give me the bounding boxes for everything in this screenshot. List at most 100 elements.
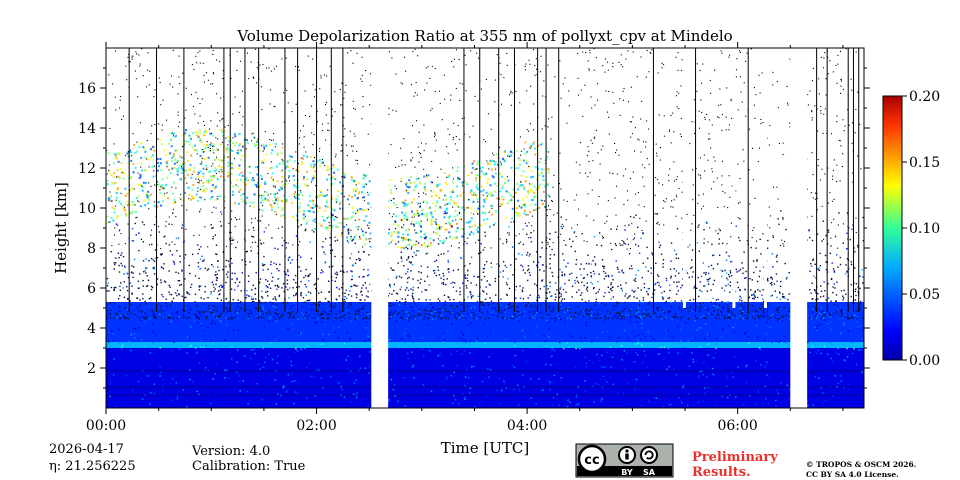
signal-pixel xyxy=(150,234,152,237)
signal-pixel xyxy=(661,295,664,298)
aerosol-pixel xyxy=(203,346,205,348)
signal-pixel xyxy=(762,298,764,300)
signal-pixel xyxy=(488,283,490,285)
cirrus-pixel xyxy=(343,217,346,220)
signal-pixel xyxy=(321,312,323,315)
signal-pixel xyxy=(855,310,857,312)
aerosol-pixel xyxy=(693,363,696,366)
aerosol-pixel xyxy=(585,315,588,317)
aerosol-pixel xyxy=(308,362,311,364)
signal-pixel xyxy=(354,284,356,287)
cirrus-pixel xyxy=(212,176,215,179)
aerosol-pixel xyxy=(393,372,396,374)
signal-pixel xyxy=(563,259,565,261)
aerosol-pixel xyxy=(355,396,358,399)
aerosol-pixel xyxy=(826,323,828,326)
cirrus-pixel xyxy=(470,189,473,192)
signal-pixel xyxy=(176,249,178,252)
signal-pixel xyxy=(162,310,164,312)
cirrus-pixel xyxy=(476,162,479,165)
aerosol-pixel xyxy=(713,374,715,376)
cirrus-pixel xyxy=(485,197,488,200)
signal-pixel xyxy=(527,297,529,299)
signal-pixel xyxy=(477,239,480,241)
cirrus-pixel xyxy=(191,188,194,191)
cirrus-pixel xyxy=(321,161,324,164)
aerosol-pixel xyxy=(125,369,128,371)
aerosol-pixel xyxy=(715,365,718,367)
cirrus-pixel xyxy=(157,183,160,186)
cirrus-pixel xyxy=(429,244,432,247)
cirrus-pixel xyxy=(406,216,409,219)
signal-pixel xyxy=(139,304,141,307)
signal-pixel xyxy=(777,317,780,320)
signal-pixel xyxy=(165,312,168,314)
signal-pixel xyxy=(526,251,529,254)
cirrus-pixel xyxy=(110,200,113,203)
cirrus-pixel xyxy=(515,149,518,152)
signal-pixel xyxy=(830,245,832,247)
signal-pixel xyxy=(180,304,183,307)
signal-pixel xyxy=(828,312,831,314)
signal-pixel xyxy=(204,291,206,293)
aerosol-pixel xyxy=(567,399,569,401)
cirrus-pixel xyxy=(419,224,422,227)
aerosol-pixel xyxy=(641,322,643,325)
signal-pixel xyxy=(118,256,120,259)
signal-pixel xyxy=(211,264,213,266)
aerosol-pixel xyxy=(199,313,201,315)
signal-pixel xyxy=(334,302,337,305)
cirrus-pixel xyxy=(318,206,321,209)
signal-pixel xyxy=(289,313,291,316)
signal-pixel xyxy=(277,315,279,318)
cirrus-pixel xyxy=(436,183,439,186)
signal-pixel xyxy=(504,308,506,311)
aerosol-pixel xyxy=(364,326,367,329)
signal-pixel xyxy=(692,308,695,311)
cirrus-pixel xyxy=(359,237,362,240)
cirrus-pixel xyxy=(197,199,200,202)
aerosol-pixel xyxy=(835,357,838,359)
signal-pixel xyxy=(207,313,209,315)
aerosol-pixel xyxy=(349,371,351,374)
signal-pixel xyxy=(364,282,367,284)
cirrus-pixel xyxy=(282,163,285,166)
signal-pixel xyxy=(560,216,562,218)
signal-pixel xyxy=(514,314,516,316)
signal-pixel xyxy=(612,309,615,311)
cirrus-pixel xyxy=(401,226,404,229)
signal-pixel xyxy=(530,231,532,234)
aerosol-pixel xyxy=(236,349,239,351)
signal-pixel xyxy=(217,315,219,317)
cirrus-pixel xyxy=(343,175,346,178)
signal-pixel xyxy=(365,287,367,289)
aerosol-pixel xyxy=(538,378,540,380)
aerosol-pixel xyxy=(363,330,366,333)
aerosol-pixel xyxy=(208,395,211,398)
aerosol-pixel xyxy=(779,339,782,342)
aerosol-pixel xyxy=(443,339,446,341)
aerosol-pixel xyxy=(633,385,635,388)
cirrus-pixel xyxy=(485,191,488,194)
cirrus-pixel xyxy=(456,214,459,217)
aerosol-pixel xyxy=(520,306,522,309)
cirrus-pixel xyxy=(131,203,134,206)
aerosol-pixel xyxy=(437,355,440,357)
aerosol-pixel xyxy=(254,352,256,355)
aerosol-pixel xyxy=(353,375,356,377)
aerosol-pixel xyxy=(861,395,863,398)
cirrus-pixel xyxy=(179,197,182,200)
signal-pixel xyxy=(270,272,273,275)
cirrus-pixel xyxy=(442,241,445,244)
cirrus-pixel xyxy=(335,225,338,228)
signal-pixel xyxy=(594,304,596,306)
aerosol-pixel xyxy=(729,361,732,363)
cirrus-pixel xyxy=(472,232,475,235)
aerosol-pixel xyxy=(658,353,661,355)
signal-pixel xyxy=(818,267,820,269)
signal-pixel xyxy=(615,303,618,305)
cirrus-pixel xyxy=(333,209,336,212)
cirrus-pixel xyxy=(289,159,292,162)
cirrus-pixel xyxy=(413,198,416,201)
signal-pixel xyxy=(234,312,237,314)
